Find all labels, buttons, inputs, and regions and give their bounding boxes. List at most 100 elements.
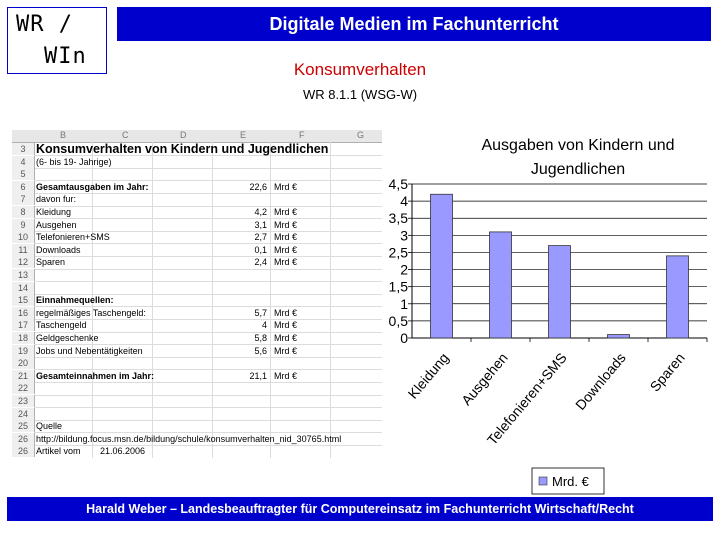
cell-value: 0,1 (254, 244, 267, 255)
x-tick-label: Ausgehen (458, 350, 511, 409)
column-header: G (357, 130, 365, 140)
row-line (34, 444, 382, 446)
row-line (34, 331, 382, 333)
row-number: 24 (12, 407, 35, 420)
y-tick-label: 1,5 (389, 279, 409, 295)
row-number: 21 (12, 369, 35, 382)
row-line (34, 167, 382, 169)
cell-unit: Mrd € (274, 320, 298, 331)
cell-label: Jobs und Nebentätigkeiten (36, 345, 143, 356)
legend-label: Mrd. € (552, 474, 590, 489)
cell-value: 2,7 (254, 232, 267, 243)
cell-unit: Mrd € (274, 370, 298, 381)
cell-value: 21,1 (249, 370, 267, 381)
cell-value: 22,6 (249, 181, 267, 192)
row-line (34, 419, 382, 421)
logo: WR / WIn (7, 7, 107, 74)
cell-label: Downloads (36, 244, 81, 255)
cell-label: Telefonieren+SMS (36, 232, 110, 243)
row-line (34, 432, 382, 434)
row-number: 23 (12, 395, 35, 407)
row-number: 25 (12, 420, 35, 433)
cell-label: Quelle (36, 421, 63, 432)
row-number: 17 (12, 319, 35, 332)
y-tick-label: 3,5 (389, 210, 409, 226)
cell-value: 4,2 (254, 207, 267, 217)
grid-line (152, 142, 153, 458)
row-number: 7 (12, 193, 35, 206)
row-number: 8 (12, 206, 35, 218)
row-number: 19 (12, 344, 35, 357)
row-line (34, 407, 382, 409)
cell-label: Artikel vom (36, 446, 81, 457)
row-number: 20 (12, 357, 35, 370)
row-line (34, 344, 382, 346)
cell-value: 5,8 (254, 333, 267, 343)
row-number: 13 (12, 269, 35, 281)
bar-chart: Ausgaben von Kindern und Jugendlichen 00,5… (389, 137, 708, 495)
row-number: 26 (12, 445, 35, 458)
y-tick-label: 4,5 (389, 176, 409, 192)
row-number: 9 (12, 218, 35, 231)
cell-value: 4 (261, 320, 267, 331)
cell-label: Gesamtausgaben im Jahr: (36, 181, 149, 192)
row-number: 16 (12, 306, 35, 319)
row-line (34, 255, 382, 257)
grid-line (270, 142, 271, 458)
y-tick-label: 0 (400, 330, 408, 346)
cell-unit: Mrd € (274, 219, 298, 230)
row-line (34, 268, 382, 270)
legend-swatch (538, 476, 548, 486)
column-header: D (180, 130, 187, 140)
row-number: 26 (12, 432, 35, 445)
cell-unit: Mrd € (274, 232, 298, 243)
row-line (34, 281, 382, 283)
y-tick-label: 1 (400, 296, 408, 312)
bar (607, 334, 630, 339)
row-number: 22 (12, 382, 35, 395)
cell-unit: Mrd € (274, 345, 298, 356)
cell-label: regelmäßiges Taschengeld: (36, 307, 146, 318)
row-line (34, 356, 382, 358)
footer: Harald Weber – Landesbeauftragter für Co… (7, 497, 713, 521)
x-tick-label: Kleidung (405, 350, 452, 402)
chart-title-line: Ausgaben von Kindern und (481, 137, 674, 154)
row-line (34, 457, 382, 458)
bar (548, 245, 571, 339)
row-line (34, 192, 382, 194)
column-header-row: B C D E F G (12, 130, 382, 143)
row-number: 4 (12, 155, 35, 168)
y-tick-label: 3 (400, 227, 408, 243)
subtitle: Konsumverhalten (293, 60, 427, 79)
y-tick-label: 2,5 (389, 244, 409, 260)
row-line (34, 155, 382, 157)
cell-unit: Mrd € (274, 207, 298, 217)
cell-label: Gesamteinnahmen im Jahr: (36, 370, 155, 381)
row-number: 15 (12, 294, 35, 307)
row-number: 3 (12, 143, 35, 155)
column-header: F (299, 130, 305, 140)
cell-unit: Mrd € (274, 333, 298, 343)
y-tick-label: 0,5 (389, 313, 409, 329)
cell-unit: Mrd € (274, 244, 298, 255)
cell-unit: Mrd € (274, 307, 298, 318)
cell-label: Einnahmequellen: (36, 295, 114, 306)
cell-unit: Mrd € (274, 257, 298, 268)
cell-date: 21.06.2006 (100, 446, 146, 457)
row-line (34, 180, 382, 182)
grid-line (212, 142, 213, 458)
row-line (34, 306, 382, 308)
row-number: 18 (12, 332, 35, 344)
column-header: C (122, 130, 129, 140)
row-number: 5 (12, 168, 35, 181)
row-line (34, 318, 382, 320)
spreadsheet-screenshot: B C D E F G 3 Konsumverhalten von Kindern und … (12, 130, 382, 458)
y-tick-label: 4 (400, 193, 408, 209)
row-number: 12 (12, 256, 35, 269)
cell-label: Sparen (36, 257, 66, 268)
y-tick-label: 2 (400, 262, 408, 278)
cell-label: Konsumverhalten von Kindern und Jugendli… (36, 142, 329, 156)
x-tick-label: Downloads (572, 350, 629, 413)
x-tick-label: Sparen (647, 350, 688, 395)
row-line (34, 205, 382, 207)
